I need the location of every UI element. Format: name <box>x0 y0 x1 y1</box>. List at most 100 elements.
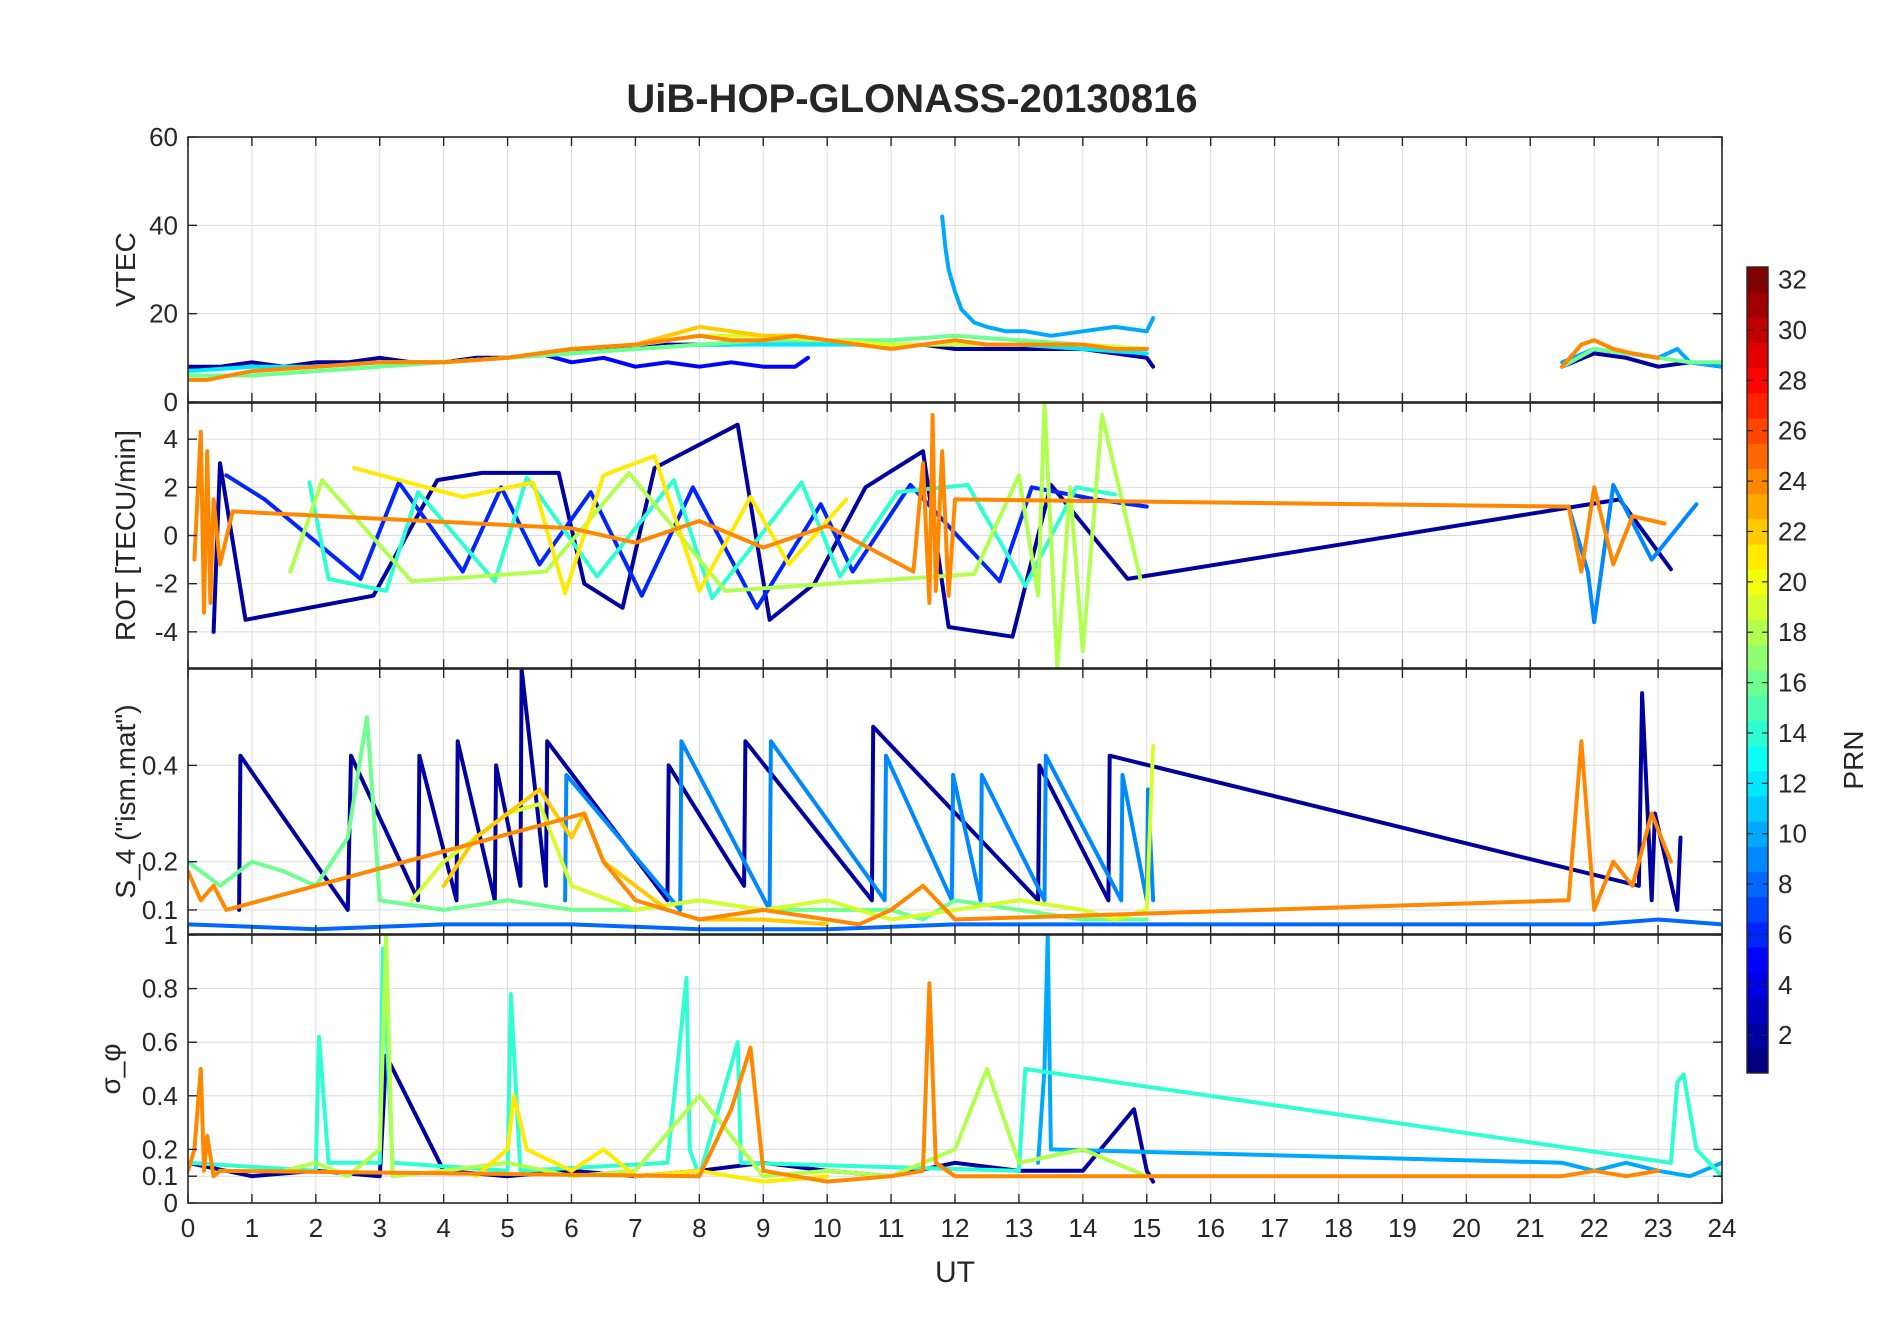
x-tick-label: 10 <box>813 1213 842 1243</box>
colorbar-cell <box>1747 367 1768 394</box>
colorbar-cell <box>1747 720 1768 747</box>
colorbar-cell <box>1747 418 1768 444</box>
series-line-prn-18 <box>288 403 1143 668</box>
series-line-prn-16 <box>188 333 1149 378</box>
x-tick-label: 7 <box>628 1213 642 1243</box>
colorbar-tick-label: 24 <box>1778 466 1807 496</box>
y-tick-label: 0 <box>164 1188 178 1218</box>
colorbar-tick-label: 26 <box>1778 416 1807 446</box>
x-tick-label: 5 <box>500 1213 514 1243</box>
colorbar-tick-label: 32 <box>1778 265 1807 295</box>
series-group <box>188 214 1722 382</box>
colorbar-cell <box>1747 846 1768 872</box>
colorbar-cell <box>1747 896 1768 923</box>
x-tick-label: 3 <box>373 1213 387 1243</box>
colorbar-cell <box>1747 619 1768 646</box>
series-line-prn-8 <box>188 917 1722 932</box>
series-group <box>188 669 1722 932</box>
y-tick-label: 0.4 <box>142 750 178 780</box>
colorbar-tick-label: 30 <box>1778 315 1807 345</box>
series-line-prn-6 <box>224 473 1149 610</box>
colorbar-tick-label: 20 <box>1778 567 1807 597</box>
x-tick-label: 14 <box>1068 1213 1097 1243</box>
colorbar-cell <box>1747 972 1768 998</box>
y-axis-label: ROT [TECU/min] <box>110 430 141 641</box>
x-tick-label: 12 <box>941 1213 970 1243</box>
colorbar-cell <box>1747 695 1768 721</box>
colorbar-cell <box>1747 594 1768 621</box>
x-tick-label: 20 <box>1452 1213 1481 1243</box>
x-tick-label: 19 <box>1388 1213 1417 1243</box>
y-tick-label: 40 <box>149 210 178 240</box>
colorbar-tick-label: 8 <box>1778 869 1792 899</box>
x-tick-label: 17 <box>1260 1213 1289 1243</box>
colorbar-cell <box>1747 468 1768 495</box>
x-tick-label: 22 <box>1580 1213 1609 1243</box>
series-line-prn-24 <box>188 739 1673 927</box>
y-tick-label: 0 <box>164 521 178 551</box>
x-tick-label: 23 <box>1644 1213 1673 1243</box>
y-tick-label: -2 <box>155 569 178 599</box>
colorbar-cell <box>1747 342 1768 369</box>
colorbar-tick-label: 14 <box>1778 718 1807 748</box>
y-tick-label: 0.1 <box>142 895 178 925</box>
x-tick-label: 21 <box>1516 1213 1545 1243</box>
x-tick-label: 9 <box>756 1213 770 1243</box>
y-tick-label: 2 <box>164 472 178 502</box>
colorbar-cell <box>1747 569 1768 595</box>
y-tick-label: 0.6 <box>142 1027 178 1057</box>
series-line-prn-10 <box>1036 935 1722 1179</box>
x-axis: 0 1 2 3 4 5 6 7 8 9 10 11 12 13 14 15 16 17 18 19 20 21 22 23 24… <box>181 1213 1737 1289</box>
y-tick-label: 0.4 <box>142 1081 178 1111</box>
y-tick-label: 1 <box>164 920 178 950</box>
series-line-prn-21 <box>473 1093 830 1184</box>
x-tick-label: 13 <box>1004 1213 1033 1243</box>
series-line-prn-14 <box>307 475 1117 601</box>
panel-sigma_phi: 00.10.2 0.4 0.6 0.8 1 σ_φ <box>95 920 1723 1218</box>
y-tick-label: 20 <box>149 299 178 329</box>
y-tick-label: 0 <box>164 387 178 417</box>
series-line-prn-24 <box>192 413 1667 615</box>
y-tick-label: 0.2 <box>142 1134 178 1164</box>
colorbar-tick-label: 4 <box>1778 970 1792 1000</box>
colorbar-tick-label: 18 <box>1778 617 1807 647</box>
colorbar-cell <box>1747 821 1768 847</box>
y-tick-label: 0.2 <box>142 847 178 877</box>
colorbar-cell <box>1747 443 1768 469</box>
colorbar-cell <box>1747 644 1768 671</box>
y-tick-label: 4 <box>164 424 178 454</box>
colorbar-cell <box>1747 292 1768 318</box>
series-line-prn-21 <box>352 454 849 596</box>
x-tick-label: 1 <box>245 1213 259 1243</box>
y-axis-label: σ_φ <box>95 1043 126 1094</box>
colorbar-label: PRN <box>1838 730 1869 789</box>
colorbar-cell <box>1747 317 1768 344</box>
x-tick-label: 6 <box>564 1213 578 1243</box>
x-tick-label: 15 <box>1132 1213 1161 1243</box>
colorbar-tick-label: 22 <box>1778 516 1807 546</box>
series-line-prn-24 <box>188 981 1661 1184</box>
series-group <box>192 403 1699 668</box>
y-tick-label: -4 <box>155 617 178 647</box>
colorbar-box <box>1746 266 1769 1074</box>
x-tick-label: 4 <box>436 1213 450 1243</box>
chart-title: UiB-HOP-GLONASS-20130816 <box>626 77 1197 121</box>
panel-vtec: 0 20 40 60 VTEC <box>110 122 1723 417</box>
series-line-prn-10 <box>940 214 1156 338</box>
colorbar-cell <box>1747 745 1768 772</box>
colorbar-cell <box>1747 921 1768 948</box>
y-tick-label: 0.1 <box>142 1161 178 1191</box>
x-tick-label: 24 <box>1708 1213 1737 1243</box>
colorbar-cell <box>1747 997 1768 1024</box>
series-line-prn-5 <box>537 351 810 369</box>
colorbar-tick-label: 10 <box>1778 819 1807 849</box>
colorbar-cell <box>1747 267 1768 293</box>
x-tick-label: 16 <box>1196 1213 1225 1243</box>
y-axis-label: VTEC <box>110 232 141 307</box>
colorbar-tick-label: 2 <box>1778 1020 1792 1050</box>
series-line-prn-9 <box>563 739 1156 912</box>
y-tick-label: 60 <box>149 122 178 152</box>
